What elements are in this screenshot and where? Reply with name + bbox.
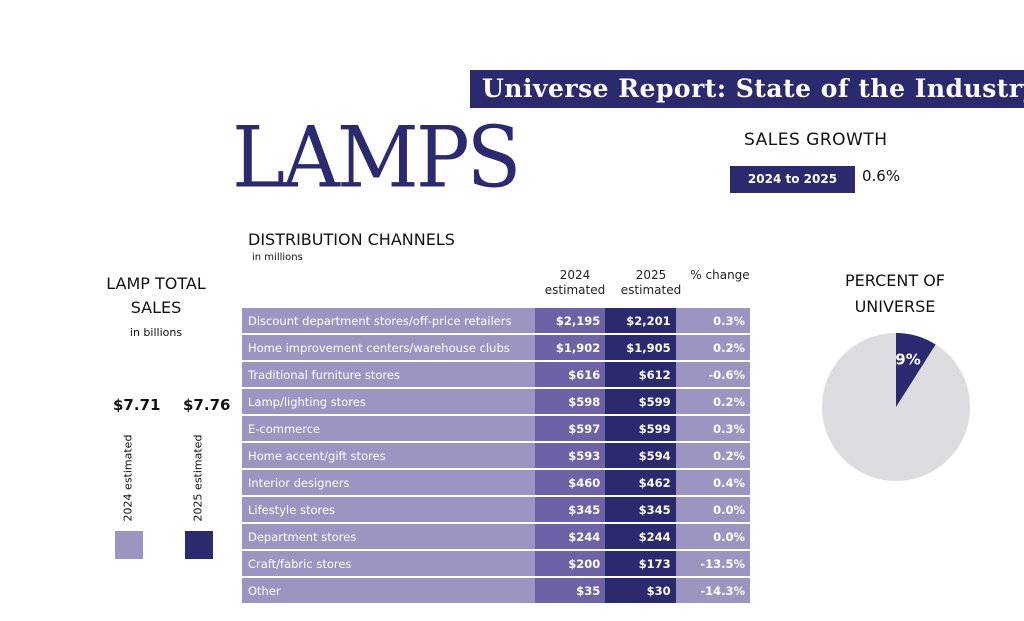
lamp-total-sales-heading-line2: SALES [130, 298, 182, 317]
value-2025-cell: $599 [605, 388, 676, 416]
value-2024-cell: $616 [534, 361, 606, 389]
channel-name-cell: Interior designers [242, 469, 535, 497]
sales-growth-heading: SALES GROWTH [744, 130, 888, 150]
column-header-2024-note: estimated [544, 283, 606, 297]
value-2025-cell: $599 [605, 415, 676, 443]
table-row: Interior designers $460 $462 0.4% [242, 469, 750, 497]
percent-of-universe-heading: PERCENT OF UNIVERSE [826, 268, 964, 320]
value-2025-cell: $345 [605, 496, 676, 524]
data-label-2025: $7.76 [183, 396, 231, 414]
value-2025-cell: $244 [605, 523, 676, 551]
channel-name-cell: Other [242, 577, 535, 605]
value-2024-cell: $200 [534, 550, 606, 578]
column-header-change: % change [690, 268, 750, 282]
value-2024-cell: $593 [534, 442, 606, 470]
pie-slice-label: 9% [895, 351, 920, 369]
column-header-2025: 2025 estimated [606, 268, 696, 298]
value-2025-cell: $30 [605, 577, 676, 605]
table-row: Home improvement centers/warehouse clubs… [242, 334, 750, 362]
percent-change-cell: 0.0% [675, 523, 750, 551]
sales-growth-value: 0.6% [862, 167, 901, 185]
sales-growth-period-badge: 2024 to 2025 [730, 166, 855, 193]
lamp-total-sales-heading: LAMP TOTAL SALES [96, 272, 216, 320]
value-2024-cell: $2,195 [534, 308, 606, 335]
value-2025-cell: $612 [605, 361, 676, 389]
table-row: Traditional furniture stores $616 $612 -0.6… [242, 361, 750, 389]
percent-change-cell: 0.3% [675, 415, 750, 443]
value-2025-cell: $1,905 [605, 334, 676, 362]
value-2024-cell: $460 [534, 469, 606, 497]
percent-change-cell: 0.3% [675, 308, 750, 335]
channel-name-cell: Home accent/gift stores [242, 442, 535, 470]
value-2024-cell: $244 [534, 523, 606, 551]
table-row: Craft/fabric stores $200 $173 -13.5% [242, 550, 750, 578]
report-banner: Universe Report: State of the Industry [470, 70, 1024, 108]
page-title: LAMPS [232, 108, 521, 207]
value-2024-cell: $35 [534, 577, 606, 605]
value-2025-cell: $2,201 [605, 308, 676, 335]
value-2024-cell: $597 [534, 415, 606, 443]
percent-change-cell: -14.3% [675, 577, 750, 605]
column-header-2024-year: 2024 [559, 268, 591, 282]
value-2024-cell: $598 [534, 388, 606, 416]
channel-name-cell: Department stores [242, 523, 535, 551]
value-2025-cell: $173 [605, 550, 676, 578]
distribution-table: Discount department stores/off-price ret… [242, 308, 750, 605]
table-row: E-commerce $597 $599 0.3% [242, 415, 750, 443]
percent-change-cell: 0.2% [675, 334, 750, 362]
sales-swatch-2025 [185, 531, 213, 559]
lamp-total-sales-heading-line1: LAMP TOTAL [106, 274, 206, 293]
percent-change-cell: -13.5% [675, 550, 750, 578]
table-row: Other $35 $30 -14.3% [242, 577, 750, 605]
column-header-2025-note: estimated [620, 283, 682, 297]
lamp-total-sales-units: in billions [129, 326, 183, 339]
channel-name-cell: Craft/fabric stores [242, 550, 535, 578]
percent-change-cell: 0.2% [675, 442, 750, 470]
table-row: Lifestyle stores $345 $345 0.0% [242, 496, 750, 524]
channel-name-cell: Lamp/lighting stores [242, 388, 535, 416]
channel-name-cell: Traditional furniture stores [242, 361, 535, 389]
column-header-2025-year: 2025 [635, 268, 667, 282]
value-2025-cell: $462 [605, 469, 676, 497]
percent-change-cell: 0.0% [675, 496, 750, 524]
percent-change-cell: 0.4% [675, 469, 750, 497]
value-2025-cell: $594 [605, 442, 676, 470]
table-row: Discount department stores/off-price ret… [242, 308, 750, 335]
value-2024-cell: $345 [534, 496, 606, 524]
table-row: Home accent/gift stores $593 $594 0.2% [242, 442, 750, 470]
table-row: Lamp/lighting stores $598 $599 0.2% [242, 388, 750, 416]
table-row: Department stores $244 $244 0.0% [242, 523, 750, 551]
data-label-2024: $7.71 [113, 396, 161, 414]
distribution-units: in millions [252, 252, 303, 263]
sales-swatch-2024 [115, 531, 143, 559]
distribution-heading: DISTRIBUTION CHANNELS [248, 230, 455, 249]
value-2024-cell: $1,902 [534, 334, 606, 362]
column-header-2024: 2024 estimated [530, 268, 620, 298]
percent-of-universe-heading-line1: PERCENT OF [845, 271, 945, 290]
channel-name-cell: Discount department stores/off-price ret… [242, 308, 535, 335]
channel-name-cell: E-commerce [242, 415, 535, 443]
percent-change-cell: -0.6% [675, 361, 750, 389]
channel-name-cell: Lifestyle stores [242, 496, 535, 524]
percent-change-cell: 0.2% [675, 388, 750, 416]
channel-name-cell: Home improvement centers/warehouse clubs [242, 334, 535, 362]
percent-of-universe-heading-line2: UNIVERSE [854, 297, 936, 316]
pie-slice-0 [896, 333, 936, 407]
